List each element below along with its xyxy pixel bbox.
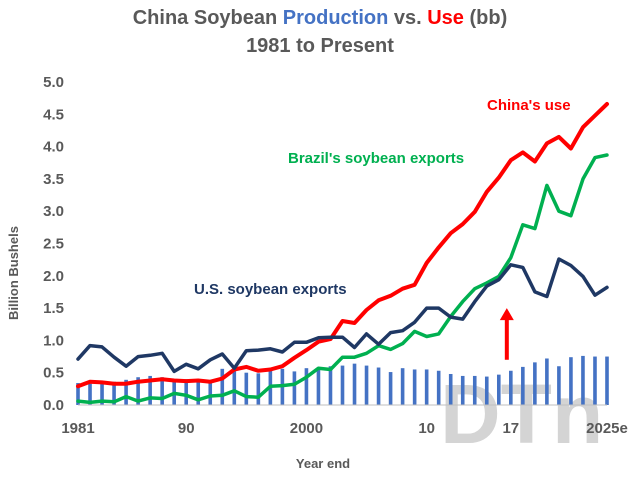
production-bar-2009 [412, 369, 417, 405]
production-bar-2025 [605, 356, 609, 405]
production-bar-2015 [484, 376, 489, 405]
production-bar-2000 [304, 368, 309, 405]
x-tick-label: 90 [178, 420, 195, 437]
production-bar-1991 [196, 381, 201, 405]
y-tick-label: 4.0 [43, 139, 64, 156]
production-bar-1982 [88, 383, 92, 405]
axes: 0.0 0.5 1.0 1.5 2.0 2.5 3.0 3.5 4.0 4.5 5.0 1981 90 2… [43, 74, 628, 437]
production-bar-2018 [521, 366, 525, 405]
x-tick-label: 10 [418, 420, 435, 437]
production-bar-1992 [208, 380, 213, 405]
x-tick-label: 2025e [586, 420, 628, 437]
y-tick-label: 5.0 [43, 74, 64, 91]
x-axis-label: Year end [296, 456, 350, 471]
production-bar-2012 [448, 373, 453, 405]
production-bar-2016 [496, 374, 501, 405]
production-bar-1983 [100, 381, 104, 405]
production-bar-2008 [400, 368, 405, 405]
production-bar-1993 [220, 368, 225, 405]
production-bar-2024 [593, 356, 597, 405]
x-tick-label: 17 [502, 420, 519, 437]
production-bar-1987 [148, 375, 152, 405]
series-labels: China's use Brazil's soybean exports U.S… [194, 97, 571, 298]
x-tick-label: 2000 [290, 420, 323, 437]
production-bar-1995 [244, 372, 249, 405]
production-bar-2007 [388, 372, 393, 405]
production-bar-2001 [316, 368, 321, 405]
y-axis-label: Billion Bushels [6, 226, 21, 320]
production-bar-2014 [472, 375, 477, 405]
production-bar-1999 [292, 371, 297, 405]
production-bar-2021 [557, 366, 561, 405]
title-part-0: China Soybean [133, 7, 283, 29]
annotation-arrow [499, 308, 514, 360]
production-bar-1988 [160, 377, 164, 405]
y-tick-label: 1.5 [43, 300, 64, 317]
production-bar-2003 [340, 365, 345, 405]
y-tick-label: 1.0 [43, 332, 64, 349]
chart-subtitle: 1981 to Present [246, 35, 394, 57]
chart-title: China Soybean Production vs. Use (bb) [133, 7, 508, 29]
production-bar-2010 [424, 369, 429, 405]
production-bar-2005 [364, 365, 369, 405]
series-label-brazil-exports: Brazil's soybean exports [288, 150, 464, 167]
production-bar-2013 [460, 375, 465, 405]
production-bar-2020 [545, 358, 549, 405]
title-part-2: vs. [388, 7, 427, 29]
x-tick-label: 1981 [61, 420, 94, 437]
title-part-4: (bb) [464, 7, 507, 29]
production-bar-1984 [112, 381, 116, 405]
production-bar-2011 [436, 370, 441, 405]
production-bar-1994 [232, 366, 237, 405]
y-tick-label: 3.5 [43, 171, 64, 188]
production-bar-1986 [136, 377, 140, 405]
production-bar-1985 [124, 379, 128, 405]
production-bar-1981 [76, 383, 80, 405]
production-bar-2023 [581, 355, 585, 405]
production-bar-2022 [569, 357, 573, 405]
y-tick-label: 3.0 [43, 203, 64, 220]
production-bar-1990 [184, 379, 189, 405]
series-line-2 [76, 257, 609, 374]
production-bar-2019 [533, 362, 537, 405]
production-bar-2004 [352, 363, 357, 405]
production-bar-1996 [256, 373, 261, 405]
y-tick-label: 0.0 [43, 397, 64, 414]
y-tick-label: 2.5 [43, 236, 64, 253]
y-tick-label: 0.5 [43, 365, 64, 382]
series-line-0 [76, 102, 609, 389]
production-bar-2002 [328, 366, 333, 405]
production-bars [76, 355, 609, 405]
y-tick-label: 2.0 [43, 268, 64, 285]
production-bar-2006 [376, 367, 381, 405]
y-tick-label: 4.5 [43, 106, 64, 123]
series-label-us-exports: U.S. soybean exports [194, 281, 347, 298]
title-part-3: Use [427, 7, 464, 29]
series-lines [76, 102, 609, 405]
arrow-head [499, 308, 514, 321]
series-label-china-use: China's use [487, 97, 571, 114]
series-line-1 [76, 153, 609, 405]
title-part-1: Production [283, 7, 389, 29]
production-bar-2017 [509, 370, 513, 405]
